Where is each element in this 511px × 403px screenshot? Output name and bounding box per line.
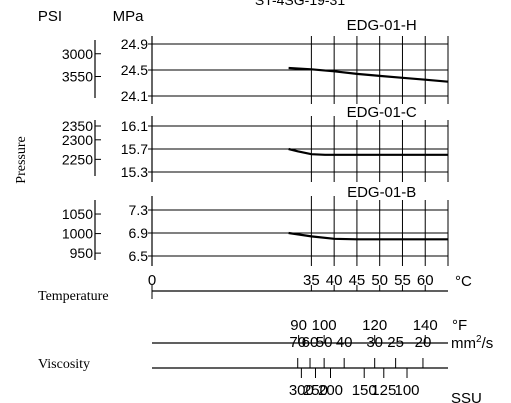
mpa-tick-label: 24.5 [121, 62, 148, 78]
temperature-tick-label: 35 [303, 272, 320, 289]
panel-title: EDG-01-H [347, 17, 417, 34]
psi-tick-label: 2250 [62, 151, 93, 167]
psi-tick-label: 1000 [62, 226, 93, 242]
panel-title-backdrop [354, 17, 449, 33]
mm2s-tick-label: 60 [302, 334, 319, 351]
mm2s-tick-label: 40 [336, 334, 353, 351]
panel-title-backdrop [354, 104, 449, 120]
panel-title: EDG-01-C [347, 104, 417, 121]
psi-tick-label: 3000 [62, 46, 93, 62]
temperature-tick-label: 40 [326, 272, 343, 289]
mm2s-tick-label: 25 [387, 334, 404, 351]
fahrenheit-tick-label: 140 [413, 317, 438, 334]
ssu-tick-label: 200 [318, 382, 343, 399]
psi-tick-label: 1050 [62, 206, 93, 222]
mm2s-unit-main: mm [451, 335, 476, 352]
celsius-unit-label: °C [455, 273, 472, 290]
psi-tick-label: 2350 [62, 118, 93, 134]
temperature-tick-label: 0 [148, 272, 156, 289]
ssu-tick-label: 125 [371, 382, 396, 399]
scales-layer: Temperature 0 35 40 45 50 55 60 °C 90 100 120 140 °F 7… [38, 272, 493, 403]
mm2s-unit-superscript: 2 [476, 334, 482, 345]
series-line-edg-01-b [288, 231, 448, 241]
viscosity-axis-label: Viscosity [38, 357, 90, 372]
fahrenheit-unit-label: °F [452, 317, 467, 334]
ssu-unit-label: SSU [451, 390, 482, 403]
ssu-tick-label: 250 [303, 382, 328, 399]
mpa-tick-label: 24.1 [121, 88, 148, 104]
fahrenheit-tick-label: 100 [312, 317, 337, 334]
mm2s-unit-label: mm2/s [451, 334, 493, 352]
fahrenheit-tick-label: 90 [290, 317, 307, 334]
mpa-tick-label: 6.9 [129, 225, 149, 241]
mpa-tick-label: 15.7 [121, 141, 148, 157]
fahrenheit-tick-label: 120 [362, 317, 387, 334]
psi-tick-label: 3550 [62, 69, 93, 85]
mpa-tick-label: 16.1 [121, 118, 148, 134]
chart-title: ST-4SG-19-31 [255, 0, 345, 8]
psi-unit-label: PSI [38, 8, 62, 25]
panels-layer: 24.9 24.5 24.1 3000 3550 EDG-01-H 16.1 15.7 15.3… [62, 17, 449, 266]
mm2s-tick-label: 50 [316, 334, 333, 351]
ssu-tick-label: 150 [352, 382, 377, 399]
mm2s-unit-tail: /s [482, 335, 494, 352]
psi-tick-label: 2300 [62, 132, 93, 148]
ssu-tick-label: 100 [394, 382, 419, 399]
series-line-edg-01-h [288, 66, 449, 83]
mm2s-tick-label: 70 [289, 334, 306, 351]
mpa-tick-label: 15.3 [121, 164, 148, 180]
temperature-tick-label: 50 [371, 272, 388, 289]
panel-edg-01-b: 7.3 6.9 6.5 1050 1000 950 EDG-01-B [62, 184, 449, 266]
mpa-unit-label: MPa [113, 8, 145, 25]
ssu-tick-label: 300 [289, 382, 314, 399]
temperature-tick-label: 55 [394, 272, 411, 289]
mm2s-tick-label: 20 [415, 334, 432, 351]
temperature-axis-label: Temperature [38, 289, 109, 304]
mpa-tick-label: 7.3 [129, 202, 149, 218]
series-line-edg-01-c [288, 147, 448, 156]
panel-title: EDG-01-B [347, 184, 416, 201]
mpa-tick-label: 6.5 [129, 248, 149, 264]
temperature-tick-label: 45 [349, 272, 366, 289]
mpa-tick-label: 24.9 [121, 36, 148, 52]
mm2s-tick-label: 30 [366, 334, 383, 351]
psi-tick-label: 950 [70, 245, 94, 261]
panel-edg-01-h: 24.9 24.5 24.1 3000 3550 EDG-01-H [62, 17, 449, 104]
temperature-tick-label: 60 [417, 272, 434, 289]
panel-title-backdrop [354, 184, 449, 200]
pressure-axis-label: Pressure [14, 136, 29, 183]
